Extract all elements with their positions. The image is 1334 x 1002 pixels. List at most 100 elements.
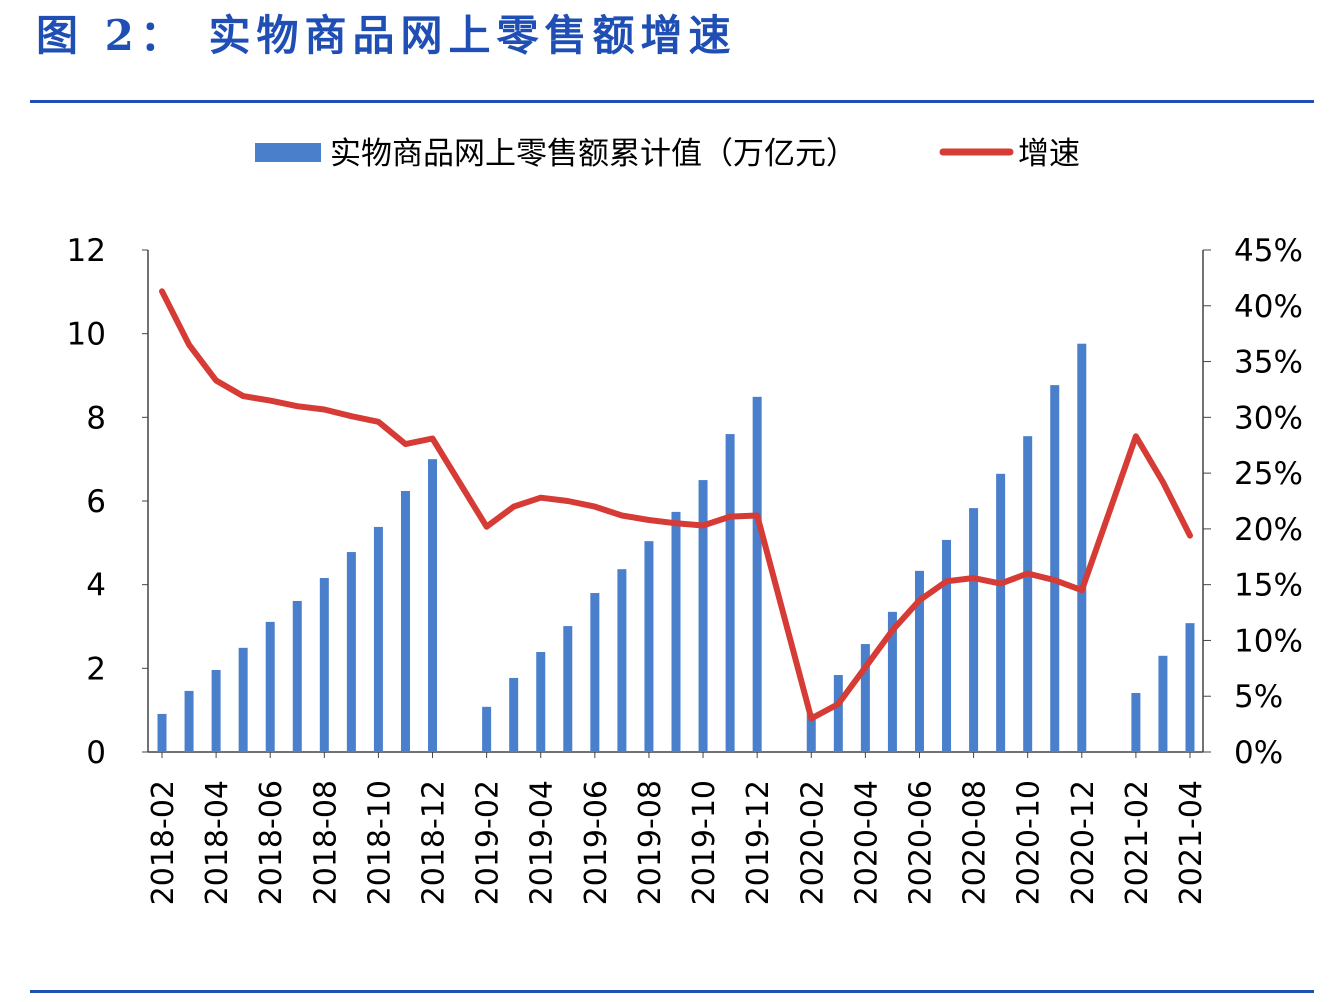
growth-point-2020-07 bbox=[944, 579, 949, 584]
bar-2019-07 bbox=[617, 569, 627, 752]
growth-point-2018-09 bbox=[349, 414, 354, 419]
bar-2020-02 bbox=[806, 713, 816, 752]
growth-point-2018-08 bbox=[322, 407, 327, 412]
bar-2018-06 bbox=[265, 621, 275, 752]
x-tick-label: 2020-04 bbox=[849, 780, 884, 905]
growth-point-2019-07 bbox=[619, 513, 624, 518]
growth-point-2019-08 bbox=[646, 517, 651, 522]
right-tick-label: 15% bbox=[1234, 568, 1303, 604]
right-tick-label: 35% bbox=[1234, 345, 1303, 381]
growth-point-2019-12 bbox=[755, 513, 760, 518]
growth-point-2020-12 bbox=[1079, 588, 1084, 593]
x-tick-label: 2018-12 bbox=[417, 780, 452, 905]
right-tick-label: 20% bbox=[1234, 512, 1303, 548]
bar-2020-09 bbox=[996, 473, 1006, 752]
x-tick-label: 2018-08 bbox=[308, 780, 343, 905]
bar-2019-11 bbox=[725, 434, 735, 752]
bar-2020-04 bbox=[860, 644, 870, 752]
bar-2018-05 bbox=[238, 647, 248, 752]
right-tick-label: 5% bbox=[1234, 679, 1283, 715]
growth-point-2020-06 bbox=[917, 598, 922, 603]
bar-2019-02 bbox=[482, 706, 492, 752]
x-tick-label: 2019-10 bbox=[687, 780, 722, 905]
right-tick-label: 10% bbox=[1234, 623, 1303, 659]
left-tick-label: 12 bbox=[67, 233, 106, 269]
x-tick-label: 2021-02 bbox=[1120, 780, 1155, 905]
bar-2019-10 bbox=[698, 480, 708, 752]
figure-title: 图 2： 实物商品网上零售额增速 bbox=[36, 11, 737, 60]
bar-2018-10 bbox=[373, 526, 383, 752]
growth-point-2021-04 bbox=[1188, 533, 1192, 538]
legend-line-label: 增速 bbox=[1018, 136, 1080, 172]
x-tick-label: 2018-06 bbox=[254, 780, 289, 905]
x-tick-label: 2020-10 bbox=[1012, 780, 1047, 905]
right-tick-label: 40% bbox=[1234, 289, 1303, 325]
bar-2019-06 bbox=[590, 593, 600, 752]
bar-2018-12 bbox=[428, 459, 438, 752]
legend-bar-swatch bbox=[255, 143, 321, 162]
left-tick-label: 6 bbox=[86, 484, 106, 520]
growth-point-2018-06 bbox=[268, 398, 273, 403]
bar-2018-08 bbox=[319, 577, 329, 752]
bar-2020-11 bbox=[1050, 385, 1060, 752]
growth-point-2019-05 bbox=[565, 499, 570, 503]
bar-2021-03 bbox=[1158, 655, 1168, 752]
bar-2021-04 bbox=[1185, 623, 1195, 752]
bar-2020-10 bbox=[1023, 436, 1033, 752]
bar-2021-02 bbox=[1131, 693, 1141, 752]
growth-point-2019-04 bbox=[538, 495, 543, 500]
bar-2019-05 bbox=[563, 626, 573, 752]
right-tick-label: 25% bbox=[1234, 456, 1303, 492]
x-tick-label: 2020-12 bbox=[1066, 780, 1101, 905]
growth-point-2020-11 bbox=[1052, 578, 1057, 583]
x-tick-label: 2018-10 bbox=[362, 780, 397, 905]
x-tick-label: 2019-06 bbox=[579, 780, 614, 905]
bar-2018-02 bbox=[157, 713, 167, 752]
right-tick-label: 30% bbox=[1234, 400, 1303, 436]
left-tick-label: 10 bbox=[67, 317, 106, 353]
growth-point-2018-12 bbox=[430, 436, 435, 441]
left-tick-label: 4 bbox=[86, 568, 106, 604]
bar-2019-12 bbox=[752, 396, 762, 752]
x-tick-label: 2019-08 bbox=[633, 780, 668, 905]
bar-2020-08 bbox=[969, 508, 979, 752]
growth-point-2019-03 bbox=[511, 504, 516, 509]
bottom-rule bbox=[30, 990, 1314, 993]
growth-point-2021-02 bbox=[1133, 434, 1138, 439]
bar-2019-04 bbox=[536, 652, 546, 752]
left-tick-label: 8 bbox=[86, 400, 106, 436]
bar-2020-06 bbox=[914, 570, 924, 752]
x-tick-label: 2020-08 bbox=[958, 780, 993, 905]
growth-point-2020-03 bbox=[836, 702, 841, 707]
top-rule bbox=[30, 100, 1314, 103]
bar-2020-07 bbox=[942, 539, 952, 752]
bar-2018-04 bbox=[211, 670, 221, 752]
legend-bar-label: 实物商品网上零售额累计值（万亿元） bbox=[330, 136, 857, 172]
x-tick-label: 2018-04 bbox=[200, 780, 235, 905]
bar-2020-03 bbox=[833, 675, 843, 752]
growth-point-2019-09 bbox=[674, 521, 678, 526]
right-tick-label: 0% bbox=[1234, 735, 1283, 771]
x-tick-label: 2019-12 bbox=[741, 780, 776, 905]
bar-2018-11 bbox=[400, 490, 410, 752]
x-tick-label: 2021-04 bbox=[1174, 780, 1209, 905]
growth-point-2019-11 bbox=[728, 514, 733, 519]
x-tick-label: 2019-04 bbox=[525, 780, 560, 905]
growth-point-2018-10 bbox=[376, 419, 381, 424]
bar-2018-07 bbox=[292, 600, 302, 752]
bar-2019-09 bbox=[671, 511, 681, 752]
growth-point-2020-10 bbox=[1025, 571, 1030, 576]
left-tick-label: 2 bbox=[86, 651, 106, 687]
growth-point-2020-04 bbox=[863, 665, 868, 670]
growth-point-2020-08 bbox=[971, 575, 976, 580]
growth-point-2019-06 bbox=[592, 504, 597, 509]
x-tick-label: 2020-06 bbox=[903, 780, 938, 905]
growth-point-2021-03 bbox=[1160, 480, 1165, 485]
growth-point-2018-05 bbox=[241, 394, 246, 399]
growth-point-2019-02 bbox=[484, 524, 489, 529]
growth-point-2018-11 bbox=[403, 442, 408, 447]
x-tick-label: 2019-02 bbox=[471, 780, 506, 905]
growth-point-2018-03 bbox=[187, 342, 192, 347]
growth-point-2020-02 bbox=[809, 716, 814, 721]
